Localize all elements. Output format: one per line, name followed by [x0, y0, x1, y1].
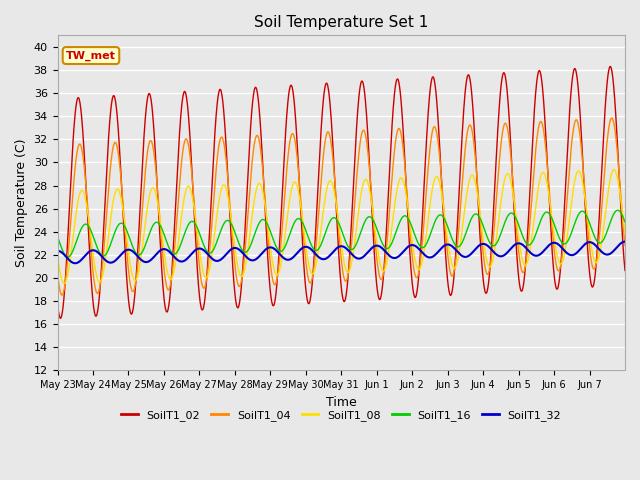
SoilT1_16 [614, 207, 621, 213]
SoilT1_32 [316, 255, 324, 261]
SoilT1_04 [614, 161, 622, 167]
SoilT1_02 [327, 109, 335, 115]
SoilT1_02 [54, 301, 61, 307]
SoilT1_32 [54, 248, 61, 254]
SoilT1_04 [58, 292, 66, 298]
SoilT1_16 [316, 244, 324, 250]
SoilT1_04 [316, 192, 324, 198]
SoilT1_16 [327, 217, 335, 223]
X-axis label: Time: Time [326, 396, 356, 408]
Text: TW_met: TW_met [66, 50, 116, 60]
Line: SoilT1_08: SoilT1_08 [58, 169, 625, 284]
SoilT1_04 [54, 270, 61, 276]
SoilT1_32 [559, 246, 566, 252]
Line: SoilT1_32: SoilT1_32 [58, 241, 625, 263]
SoilT1_02 [606, 63, 614, 69]
SoilT1_04 [608, 115, 616, 121]
SoilT1_16 [559, 240, 566, 246]
SoilT1_16 [621, 219, 629, 225]
SoilT1_16 [143, 239, 150, 245]
SoilT1_08 [610, 167, 618, 172]
SoilT1_02 [559, 238, 566, 243]
SoilT1_04 [476, 205, 483, 211]
SoilT1_08 [621, 230, 629, 236]
Y-axis label: Soil Temperature (C): Soil Temperature (C) [15, 139, 28, 267]
SoilT1_16 [614, 207, 622, 213]
SoilT1_04 [143, 156, 150, 162]
Line: SoilT1_16: SoilT1_16 [58, 210, 625, 257]
SoilT1_02 [476, 221, 483, 227]
SoilT1_02 [316, 145, 324, 151]
SoilT1_32 [143, 259, 150, 265]
SoilT1_08 [54, 252, 61, 258]
SoilT1_32 [72, 260, 79, 266]
SoilT1_02 [143, 102, 150, 108]
SoilT1_32 [614, 243, 622, 249]
SoilT1_08 [559, 259, 566, 264]
Legend: SoilT1_02, SoilT1_04, SoilT1_08, SoilT1_16, SoilT1_32: SoilT1_02, SoilT1_04, SoilT1_08, SoilT1_… [116, 406, 566, 425]
SoilT1_32 [621, 239, 629, 244]
SoilT1_04 [621, 243, 629, 249]
SoilT1_32 [327, 252, 335, 257]
Title: Soil Temperature Set 1: Soil Temperature Set 1 [254, 15, 428, 30]
SoilT1_04 [559, 250, 566, 255]
Line: SoilT1_02: SoilT1_02 [58, 66, 625, 318]
Line: SoilT1_04: SoilT1_04 [58, 118, 625, 295]
SoilT1_08 [316, 235, 324, 241]
SoilT1_08 [327, 178, 335, 184]
SoilT1_04 [327, 138, 335, 144]
SoilT1_32 [476, 242, 483, 248]
SoilT1_08 [476, 205, 483, 211]
SoilT1_02 [57, 315, 65, 321]
SoilT1_02 [614, 158, 622, 164]
SoilT1_16 [64, 254, 72, 260]
SoilT1_08 [143, 210, 150, 216]
SoilT1_08 [60, 281, 68, 287]
SoilT1_08 [614, 180, 622, 186]
SoilT1_16 [476, 214, 483, 220]
SoilT1_16 [54, 234, 61, 240]
SoilT1_02 [621, 267, 629, 273]
